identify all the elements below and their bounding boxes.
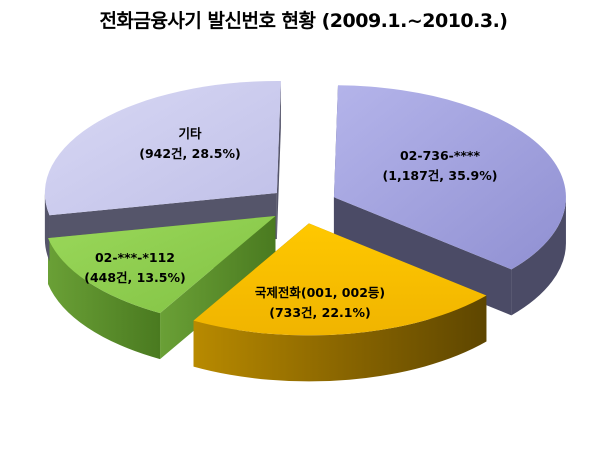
slice-other-label: 기타 xyxy=(178,126,202,141)
slice-02-112-wall-0 xyxy=(160,215,276,360)
slice-international-value-label: (733건, 22.1%) xyxy=(269,305,370,320)
slice-other-side xyxy=(44,193,50,262)
slice-02-112-value-label: (448건, 13.5%) xyxy=(84,270,185,285)
slice-02-736-label: 02-736-**** xyxy=(400,148,480,163)
slice-02-112-label: 02-***-*112 xyxy=(95,250,175,265)
chart-title: 전화금융사기 발신번호 현황 (2009.1.~2010.3.) xyxy=(99,10,508,32)
slice-other-wall-1 xyxy=(276,81,281,240)
slice-other-value-label: (942건, 28.5%) xyxy=(139,146,240,161)
slice-02-736 xyxy=(333,85,566,270)
slice-international-side xyxy=(193,295,487,382)
slice-02-736-wall-1 xyxy=(333,197,512,316)
slice-international xyxy=(193,223,487,336)
slice-02-112 xyxy=(48,215,276,314)
slice-02-736-side xyxy=(511,197,566,316)
slice-international-label: 국제전화(001, 002등) xyxy=(255,285,385,300)
slice-other xyxy=(44,81,281,216)
slice-02-112-side xyxy=(48,238,161,360)
slice-02-736-value-label: (1,187건, 35.9%) xyxy=(383,168,498,183)
